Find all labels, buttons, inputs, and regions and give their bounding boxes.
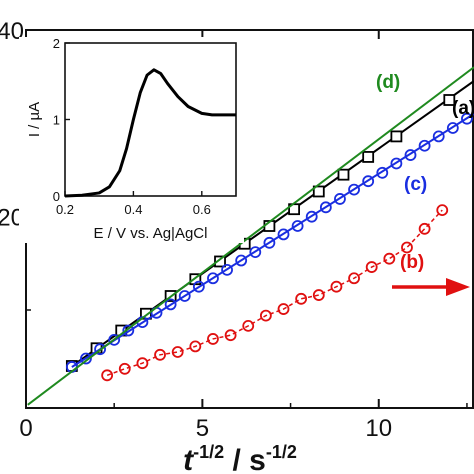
- data-point-c: [249, 246, 262, 259]
- data-point-a: [390, 130, 403, 143]
- data-point-c: [192, 280, 205, 293]
- data-point-a: [312, 185, 325, 198]
- x-axis-label: t-1/2 / s-1/2: [183, 442, 297, 474]
- series-group: [27, 66, 474, 406]
- data-point-c: [390, 157, 403, 170]
- x-axis-label-symbol: t: [183, 444, 195, 474]
- data-point-b: [312, 289, 325, 301]
- fit-line-d: [27, 66, 474, 406]
- inset-background: [19, 37, 244, 243]
- x-axis-label-exponent: -1/2: [193, 442, 224, 462]
- inset-y-tick-label: 1: [53, 113, 60, 128]
- data-point-c: [319, 201, 332, 214]
- data-point-b: [118, 362, 131, 375]
- data-point-b: [224, 329, 237, 342]
- data-point-a: [214, 255, 226, 268]
- data-point-c: [305, 210, 318, 223]
- data-point-c: [418, 139, 431, 152]
- x-tick-label: 10: [365, 415, 392, 442]
- data-point-b: [383, 252, 396, 265]
- data-point-b: [259, 309, 272, 322]
- series-label-b: (b): [400, 252, 424, 273]
- series-label-d: (d): [376, 72, 400, 93]
- data-point-c: [446, 122, 459, 134]
- data-point-c: [348, 183, 360, 196]
- data-point-b: [242, 319, 255, 332]
- data-point-c: [334, 193, 346, 205]
- data-point-b: [418, 222, 431, 235]
- data-point-b: [330, 280, 343, 293]
- data-point-c: [207, 272, 219, 285]
- inset-x-tick-label: 0.6: [193, 202, 211, 217]
- data-point-c: [221, 263, 233, 276]
- data-point-b: [436, 204, 449, 217]
- data-point-c: [291, 220, 304, 232]
- data-point-c: [122, 324, 135, 337]
- inset-x-tick-label: 0.4: [124, 202, 142, 217]
- x-axis-label-unit-exponent: -1/2: [266, 442, 297, 462]
- data-point-c: [164, 298, 177, 311]
- data-point-b: [101, 369, 114, 382]
- data-point-c: [263, 236, 276, 249]
- data-point-c: [404, 149, 417, 161]
- inset-y-axis-label: I / µA: [26, 102, 43, 137]
- data-point-b: [348, 272, 360, 285]
- data-point-b: [207, 333, 219, 345]
- x-tick-label: 5: [196, 415, 209, 442]
- inset-x-tick-label: 0.2: [56, 202, 74, 217]
- data-point-b: [401, 241, 413, 254]
- data-point-c: [178, 290, 191, 302]
- data-point-c: [108, 333, 121, 346]
- data-point-c: [235, 254, 248, 267]
- x-tick-label: 0: [19, 415, 32, 442]
- inset-y-tick-label: 2: [53, 36, 60, 51]
- data-point-c: [94, 343, 106, 356]
- data-point-c: [432, 130, 445, 143]
- data-point-b: [136, 357, 149, 370]
- data-point-b: [277, 303, 290, 315]
- series-line-b: [106, 209, 443, 377]
- inset-plot: 0.2 0.4 0.6 0 1 2 E / V vs. Ag|AgCl I / µA: [19, 36, 244, 243]
- series-label-c: (c): [404, 174, 427, 195]
- data-point-a: [362, 151, 375, 163]
- inset-y-tick-label: 0: [53, 189, 60, 204]
- inset-voltammogram-line: [64, 68, 236, 198]
- series-label-a: (a): [452, 98, 474, 119]
- data-point-a: [337, 168, 350, 181]
- inset-x-axis-label: E / V vs. Ag|AgCl: [94, 225, 208, 242]
- arrow-head: [446, 278, 470, 296]
- data-point-c: [362, 175, 375, 188]
- data-point-b: [171, 346, 184, 358]
- data-point-c: [461, 112, 473, 125]
- data-point-c: [277, 228, 290, 241]
- data-point-b: [154, 348, 166, 361]
- x-axis-label-separator: / s: [224, 444, 266, 474]
- data-point-c: [376, 166, 389, 179]
- data-point-b: [365, 261, 378, 273]
- data-point-b: [295, 292, 308, 305]
- data-point-a: [443, 94, 456, 106]
- data-point-c: [80, 352, 92, 365]
- data-point-b: [189, 340, 202, 353]
